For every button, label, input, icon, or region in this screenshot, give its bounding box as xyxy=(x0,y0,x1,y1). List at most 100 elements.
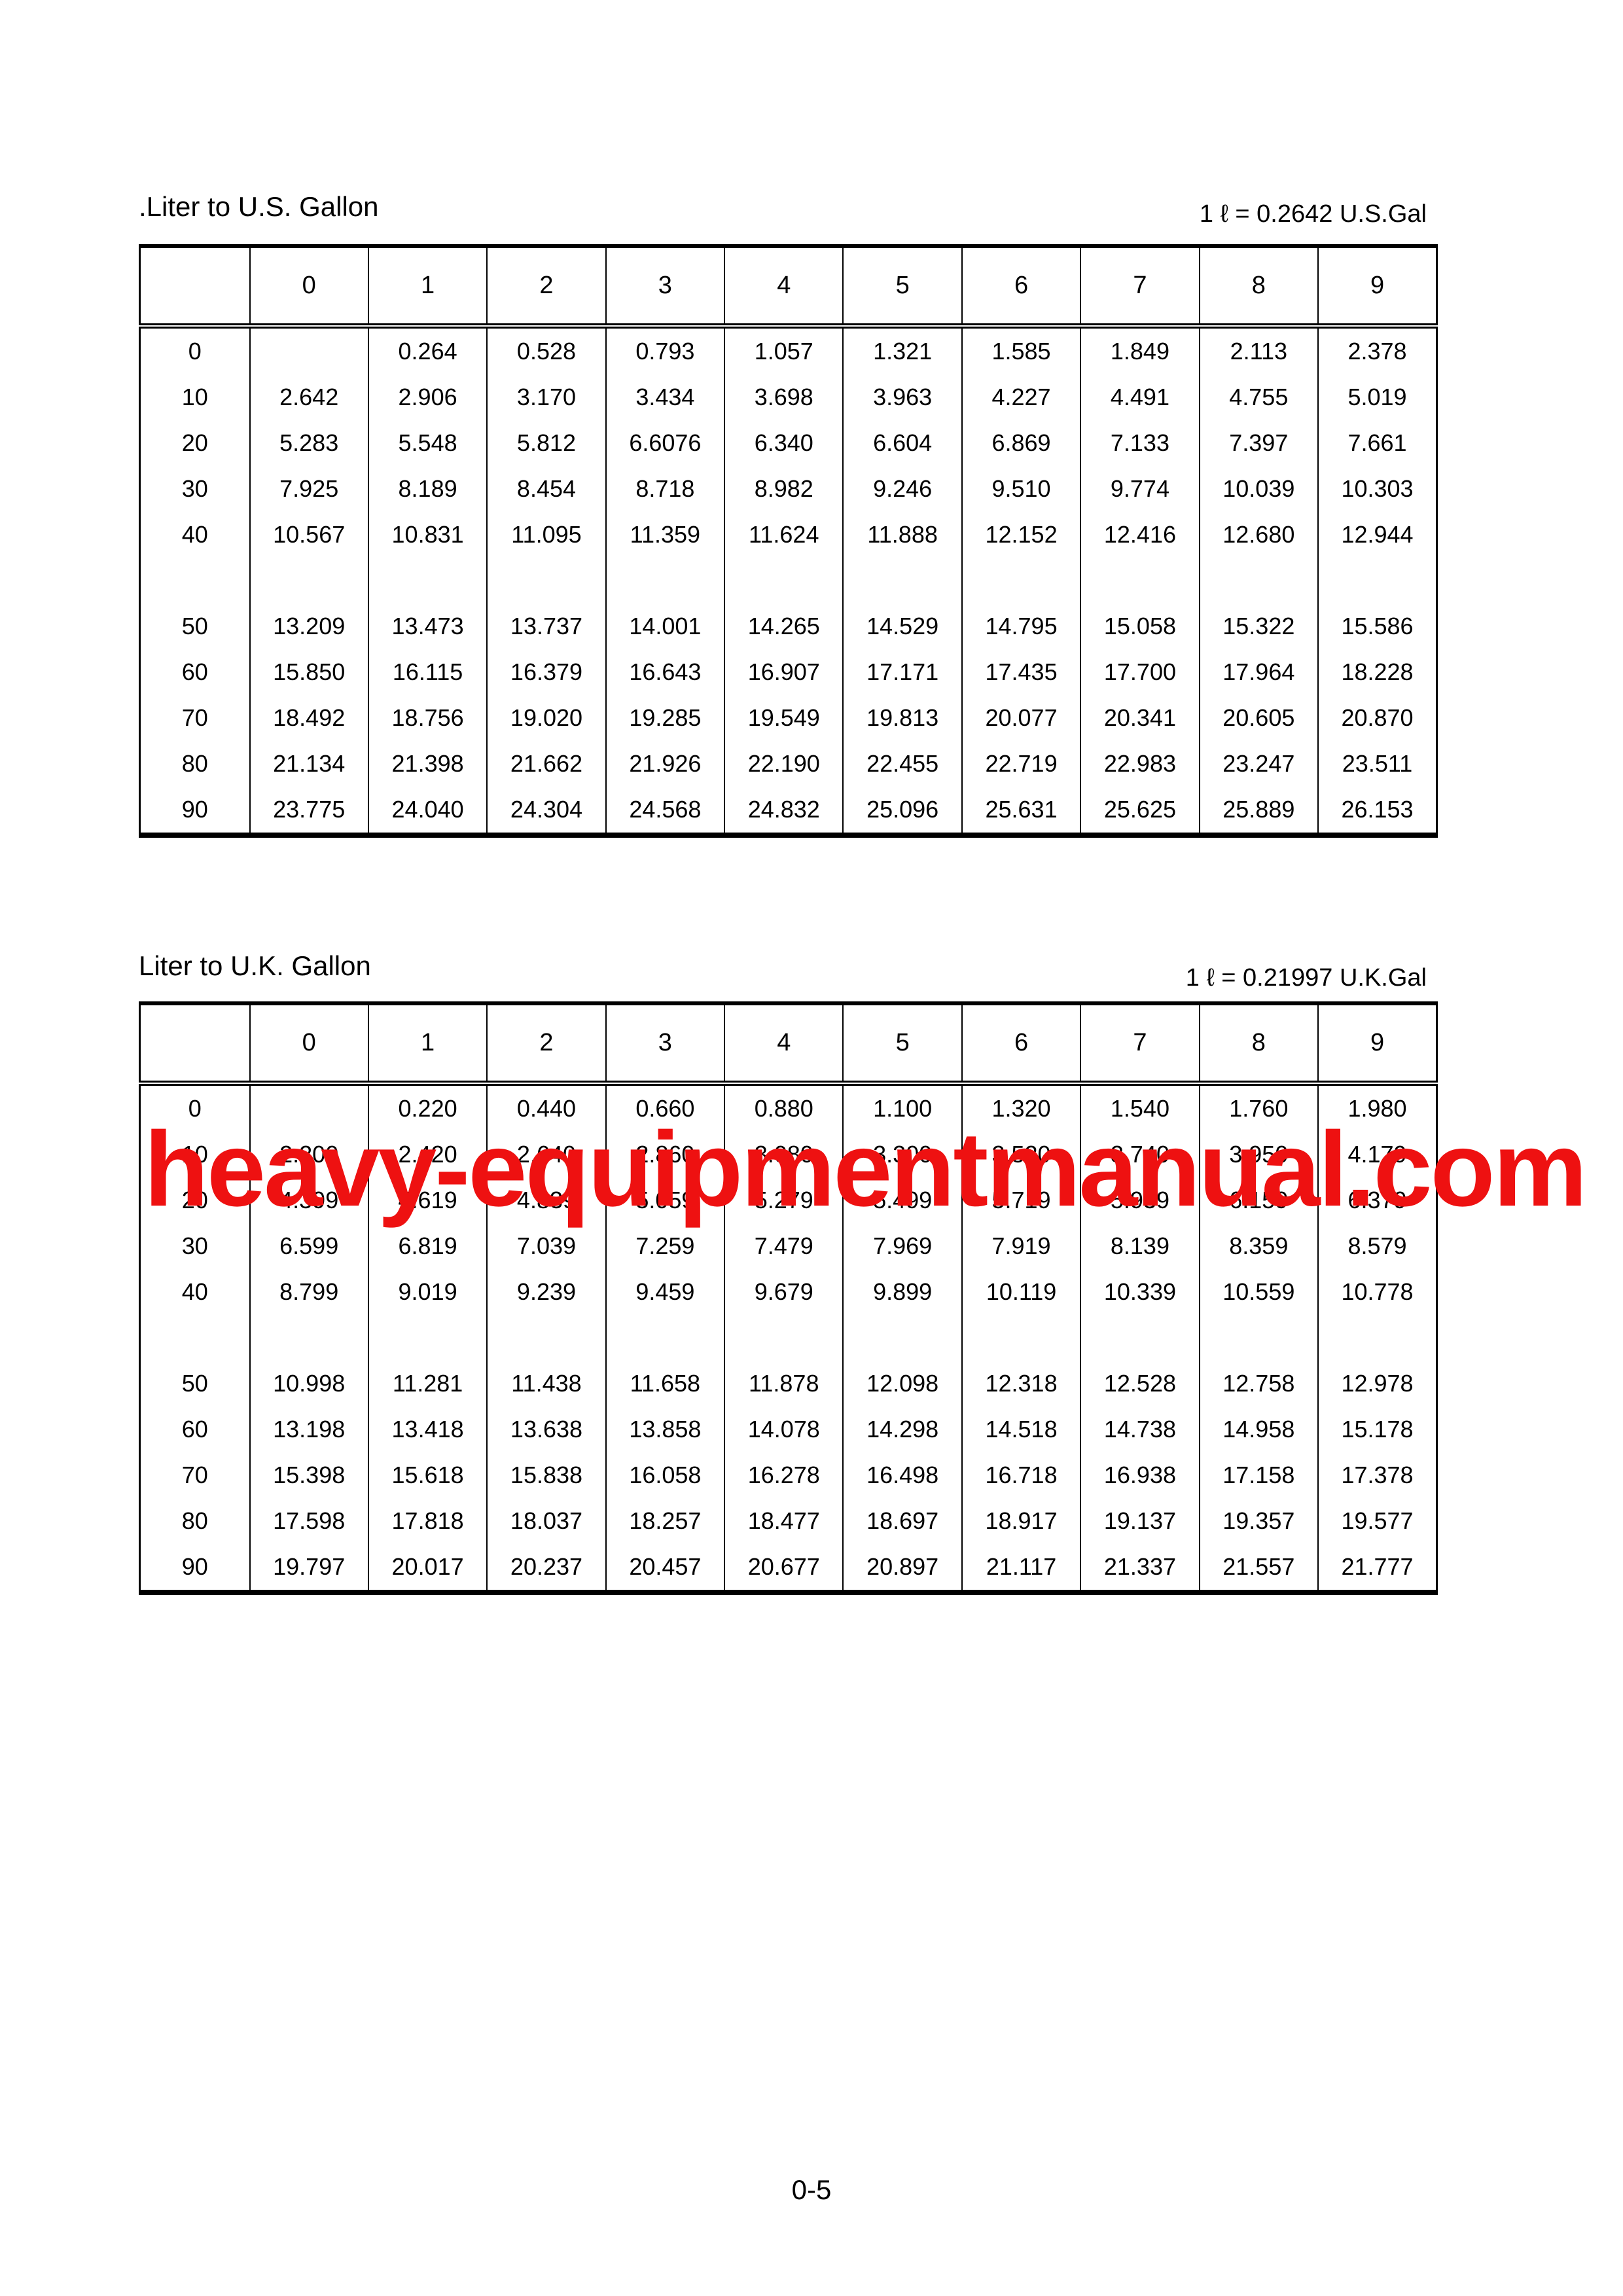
value-cell: 8.139 xyxy=(1080,1223,1200,1269)
value-cell: 11.438 xyxy=(486,1361,606,1407)
value-cell xyxy=(1317,558,1437,603)
value-cell: 10.339 xyxy=(1080,1269,1200,1315)
value-cell: 6.159 xyxy=(1198,1177,1319,1223)
value-cell: 26.153 xyxy=(1317,787,1437,835)
value-cell: 14.529 xyxy=(842,603,962,649)
value-cell: 20.457 xyxy=(605,1544,725,1592)
value-cell xyxy=(1198,558,1319,603)
value-cell: 13.737 xyxy=(486,603,606,649)
column-header: 5 xyxy=(842,1003,962,1086)
column-header: 0 xyxy=(249,246,368,329)
value-cell: 0.660 xyxy=(605,1083,725,1132)
value-cell: 15.398 xyxy=(249,1452,368,1498)
value-cell: 11.878 xyxy=(724,1361,844,1407)
row-label: 90 xyxy=(181,796,208,823)
value-cell: 13.198 xyxy=(249,1407,368,1452)
value-cell: 21.557 xyxy=(1198,1544,1319,1592)
value-cell: 18.477 xyxy=(724,1498,844,1544)
value-cell: 11.359 xyxy=(605,512,725,558)
column-header: 4 xyxy=(724,246,844,329)
row-label: 70 xyxy=(181,1462,208,1488)
value-cell: 20.897 xyxy=(842,1544,962,1592)
value-cell xyxy=(249,558,368,603)
value-cell: 5.279 xyxy=(724,1177,844,1223)
value-cell: 22.455 xyxy=(842,741,962,787)
value-cell: 9.899 xyxy=(842,1269,962,1315)
value-cell: 15.178 xyxy=(1317,1407,1437,1452)
value-cell: 18.257 xyxy=(605,1498,725,1544)
value-cell: 25.625 xyxy=(1080,787,1200,835)
value-cell: 14.298 xyxy=(842,1407,962,1452)
value-cell: 15.850 xyxy=(249,649,368,695)
table-row: 30 7.925 8.189 8.454 8.718 8.982 9.246 9.510 9.7… xyxy=(140,466,1437,512)
value-cell xyxy=(605,558,725,603)
value-cell: 18.697 xyxy=(842,1498,962,1544)
column-header: 9 xyxy=(1317,246,1437,329)
value-cell: 18.492 xyxy=(249,695,368,741)
value-cell xyxy=(486,558,606,603)
value-cell: 21.926 xyxy=(605,741,725,787)
value-cell: 10.998 xyxy=(249,1361,368,1407)
value-cell: 8.359 xyxy=(1198,1223,1319,1269)
value-cell: 13.473 xyxy=(367,603,488,649)
row-label: 20 xyxy=(181,429,208,456)
value-cell: 15.618 xyxy=(367,1452,488,1498)
value-cell: 3.300 xyxy=(842,1132,962,1177)
value-cell: 7.969 xyxy=(842,1223,962,1269)
table-row: 80 17.598 17.818 18.037 18.257 18.477 18.697 18… xyxy=(140,1498,1437,1544)
value-cell: 9.239 xyxy=(486,1269,606,1315)
value-cell: 5.283 xyxy=(249,420,368,466)
value-cell: 4.491 xyxy=(1080,374,1200,420)
value-cell: 19.577 xyxy=(1317,1498,1437,1544)
value-cell: 6.6076 xyxy=(605,420,725,466)
column-header: 4 xyxy=(724,1003,844,1086)
value-cell: 18.917 xyxy=(961,1498,1081,1544)
value-cell: 18.756 xyxy=(367,695,488,741)
table-row: 70 18.492 18.756 19.020 19.285 19.549 19.813 20… xyxy=(140,695,1437,741)
value-cell: 2.906 xyxy=(367,374,488,420)
value-cell: 12.680 xyxy=(1198,512,1319,558)
value-cell: 0.880 xyxy=(724,1083,844,1132)
value-cell xyxy=(249,1083,368,1132)
value-cell: 3.080 xyxy=(724,1132,844,1177)
value-cell: 10.303 xyxy=(1317,466,1437,512)
value-cell: 21.337 xyxy=(1080,1544,1200,1592)
value-cell xyxy=(1198,1315,1319,1361)
value-cell: 5.059 xyxy=(605,1177,725,1223)
row-label: 0 xyxy=(188,338,202,365)
watermark-text: heavy-equipmentmanual.com xyxy=(144,1110,1588,1229)
column-header: 5 xyxy=(842,246,962,329)
value-cell xyxy=(249,1315,368,1361)
column-header: 1 xyxy=(367,246,488,329)
corner-cell xyxy=(139,246,250,329)
value-cell: 13.209 xyxy=(249,603,368,649)
value-cell: 15.058 xyxy=(1080,603,1200,649)
value-cell: 22.190 xyxy=(724,741,844,787)
spacer-row xyxy=(140,558,1437,603)
value-cell: 16.058 xyxy=(605,1452,725,1498)
value-cell: 1.057 xyxy=(724,326,844,374)
value-cell: 10.039 xyxy=(1198,466,1319,512)
value-cell: 7.039 xyxy=(486,1223,606,1269)
value-cell: 9.246 xyxy=(842,466,962,512)
value-cell: 19.357 xyxy=(1198,1498,1319,1544)
value-cell xyxy=(961,1315,1081,1361)
value-cell: 7.479 xyxy=(724,1223,844,1269)
table-row: 80 21.134 21.398 21.662 21.926 22.190 22.455 22… xyxy=(140,741,1437,787)
value-cell: 12.944 xyxy=(1317,512,1437,558)
value-cell: 0.220 xyxy=(367,1083,488,1132)
column-header: 8 xyxy=(1198,1003,1319,1086)
value-cell: 0.528 xyxy=(486,326,606,374)
value-cell: 11.095 xyxy=(486,512,606,558)
value-cell: 12.098 xyxy=(842,1361,962,1407)
value-cell: 4.619 xyxy=(367,1177,488,1223)
value-cell xyxy=(605,1315,725,1361)
value-cell: 4.839 xyxy=(486,1177,606,1223)
column-header: 9 xyxy=(1317,1003,1437,1086)
value-cell: 21.777 xyxy=(1317,1544,1437,1592)
table-row: 90 23.775 24.040 24.304 24.568 24.832 25.096 25… xyxy=(140,787,1437,835)
value-cell: 11.888 xyxy=(842,512,962,558)
value-cell: 25.096 xyxy=(842,787,962,835)
table-row: 40 8.799 9.019 9.239 9.459 9.679 9.899 10.119 10… xyxy=(140,1269,1437,1315)
